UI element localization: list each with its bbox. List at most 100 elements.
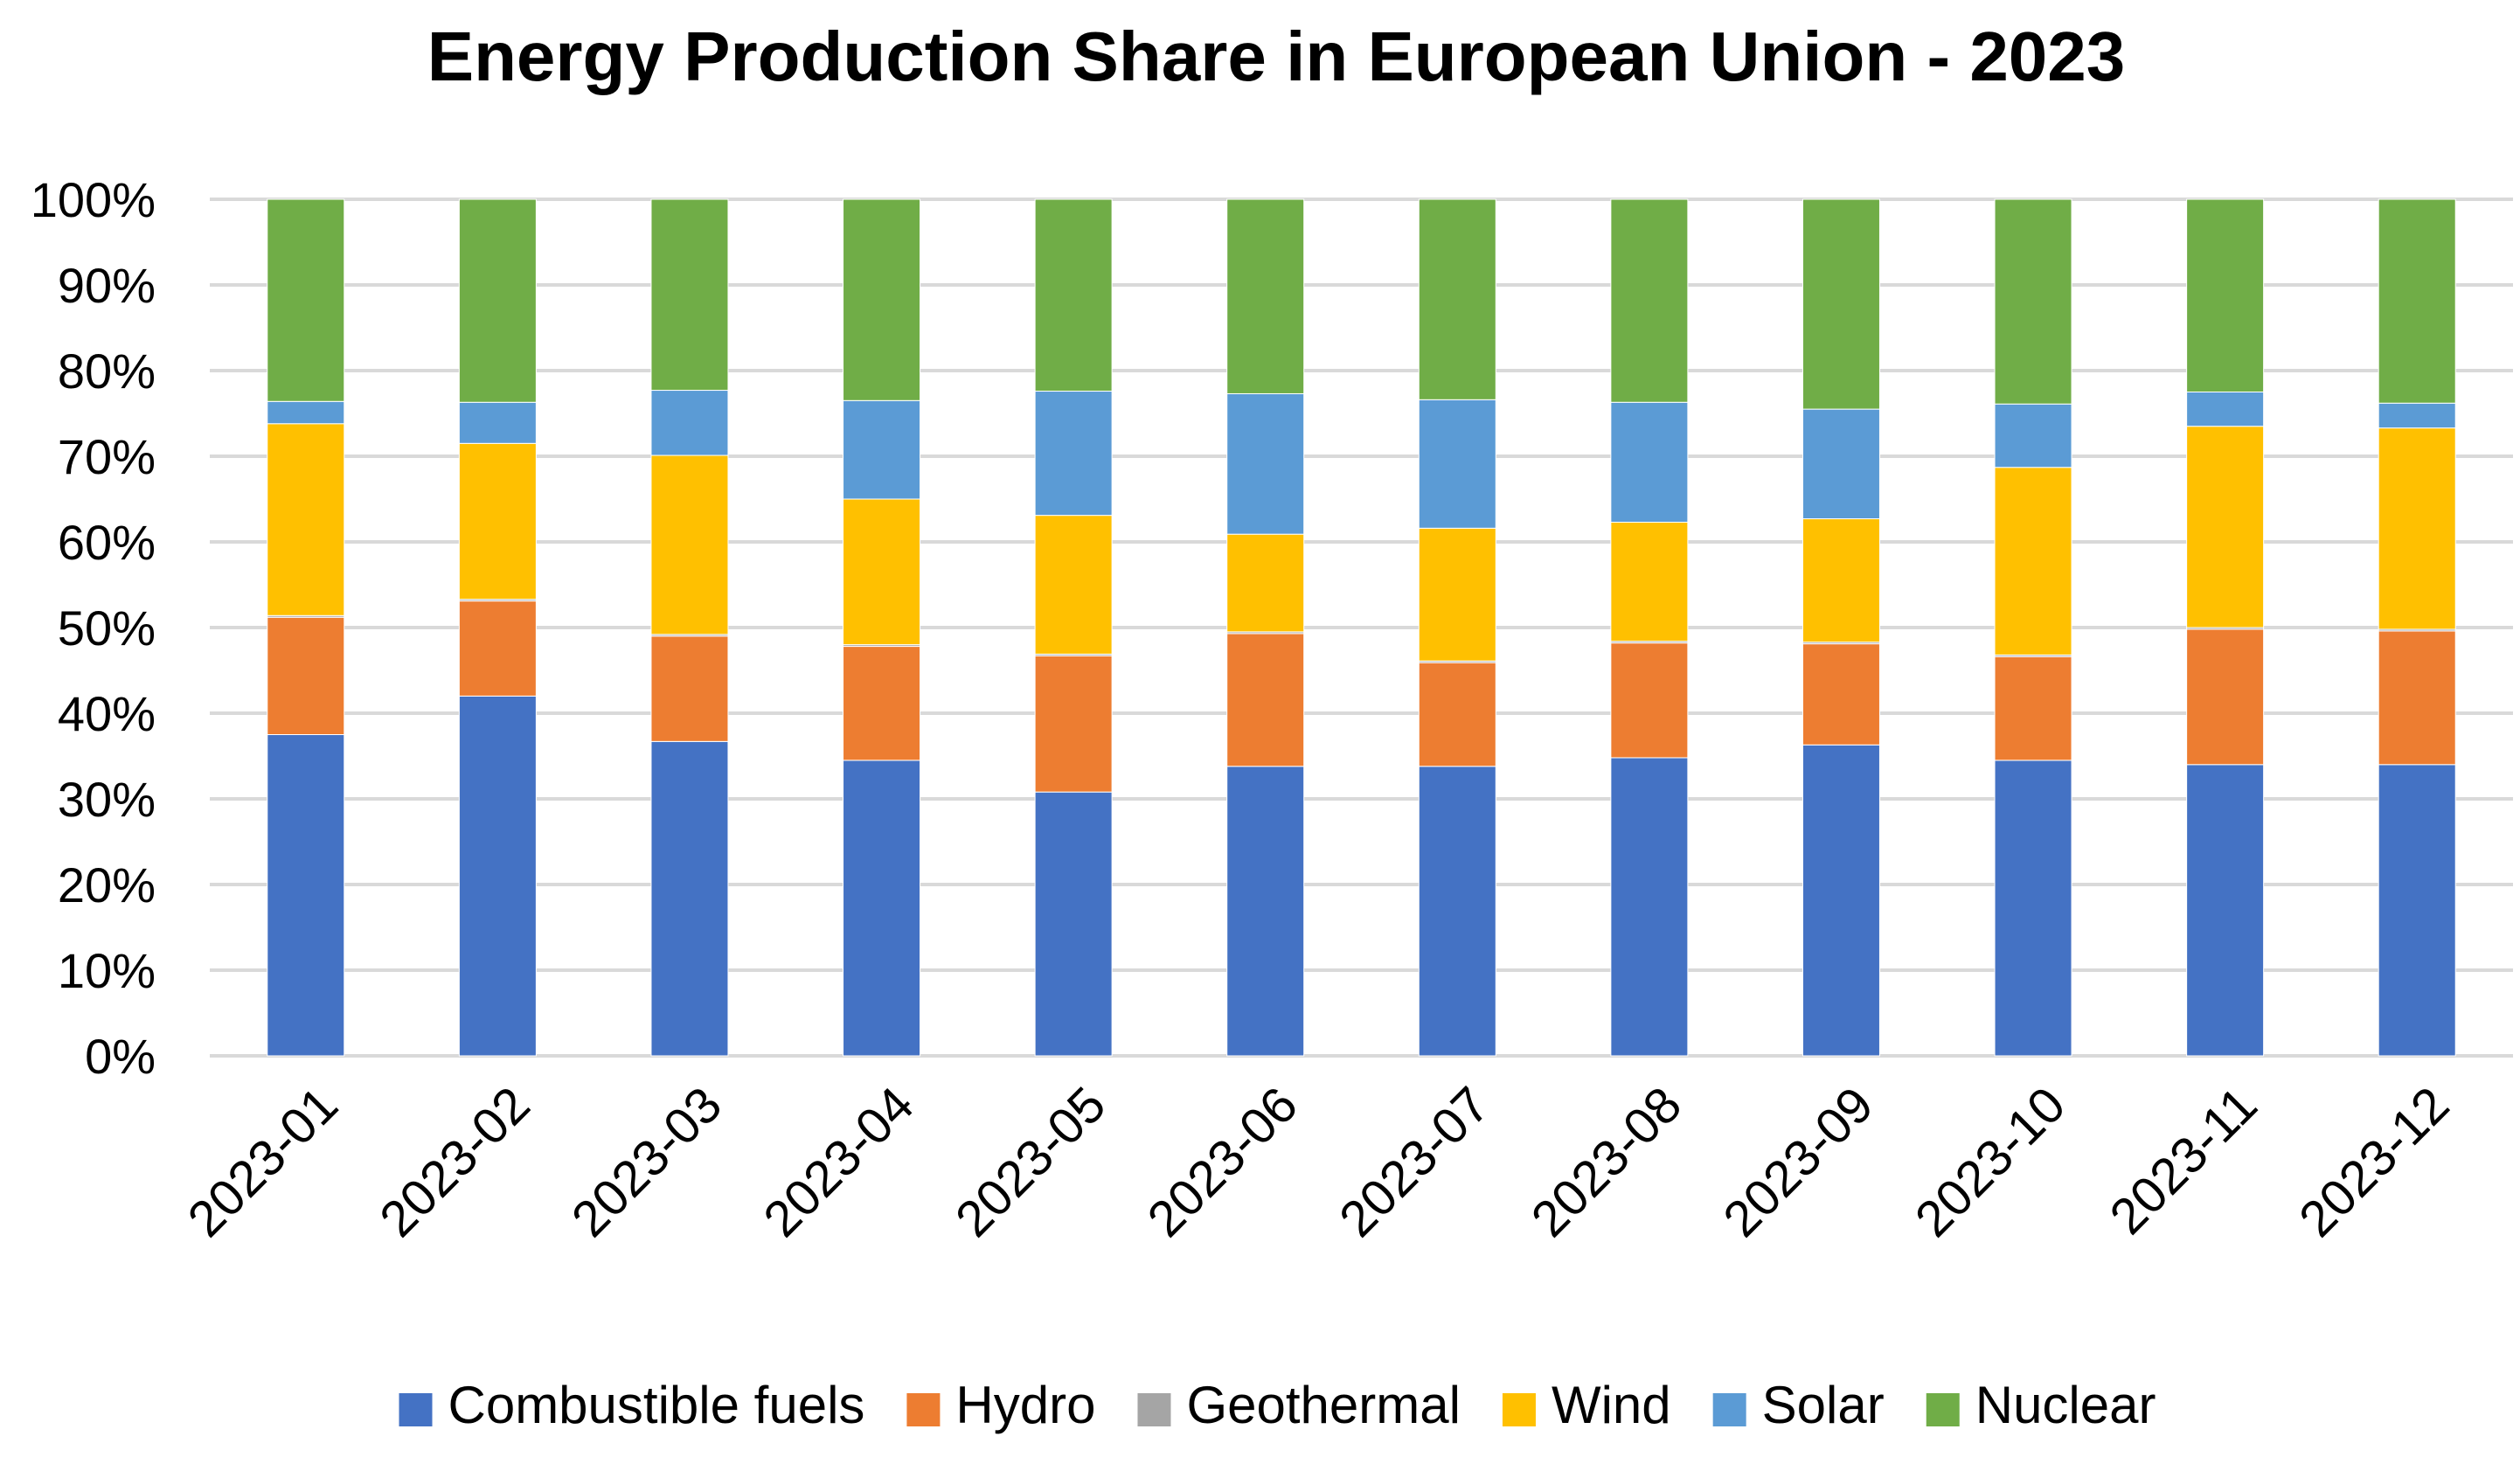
bar-segment-nuclear xyxy=(1610,198,1689,403)
bar-segment-hydro xyxy=(1801,643,1880,746)
bar-segment-nuclear xyxy=(650,198,729,392)
bar-segment-combustible-fuels xyxy=(1034,791,1113,1057)
x-tick-label: 2023-03 xyxy=(561,1076,732,1247)
bar-segment-combustible-fuels xyxy=(458,695,537,1057)
x-tick-label: 2023-08 xyxy=(1521,1076,1692,1247)
bar-stack-2023-11 xyxy=(2186,198,2265,1057)
bar-segment-solar xyxy=(1226,392,1305,535)
legend-item: Nuclear xyxy=(1926,1376,2156,1434)
bar-stack-2023-08 xyxy=(1610,198,1689,1057)
bar-segment-nuclear xyxy=(2378,198,2456,404)
bar-segment-combustible-fuels xyxy=(650,740,729,1057)
bar-segment-solar xyxy=(2378,402,2456,429)
bar-segment-wind xyxy=(1994,467,2072,656)
legend-swatch xyxy=(1502,1393,1536,1426)
bar-segment-hydro xyxy=(2378,630,2456,766)
y-tick-label: 10% xyxy=(58,943,156,998)
y-tick-label: 80% xyxy=(58,343,156,399)
bar-segment-hydro xyxy=(1418,662,1496,767)
bar-stack-2023-03 xyxy=(650,198,729,1057)
bar-segment-hydro xyxy=(1610,642,1689,759)
y-tick-label: 90% xyxy=(58,258,156,313)
bar-segment-wind xyxy=(1801,518,1880,643)
bar-stack-2023-01 xyxy=(267,198,345,1057)
legend-swatch xyxy=(1712,1393,1746,1426)
bar-segment-combustible-fuels xyxy=(267,734,345,1057)
y-tick-label: 70% xyxy=(58,429,156,484)
bar-segment-nuclear xyxy=(1418,198,1496,400)
bar-stack-2023-02 xyxy=(458,198,537,1057)
x-tick-label: 2023-11 xyxy=(2099,1076,2267,1245)
bar-segment-nuclear xyxy=(267,198,345,402)
legend-label: Combustible fuels xyxy=(448,1376,865,1434)
y-axis-tick-labels: 0% 10% 20% 30% 40% 50% 60% 70% 80% 90% 100% xyxy=(31,172,156,1084)
bar-segment-nuclear xyxy=(843,198,921,401)
bar-segment-solar xyxy=(1801,408,1880,520)
x-tick-label: 2023-12 xyxy=(2288,1076,2460,1247)
y-tick-label: 0% xyxy=(85,1029,156,1084)
bar-segment-solar xyxy=(650,390,729,456)
bar-stack-2023-06 xyxy=(1226,198,1305,1057)
chart-title: Energy Production Share in European Unio… xyxy=(427,17,2126,95)
gridlines xyxy=(210,198,2513,1058)
bar-segment-hydro xyxy=(267,616,345,735)
bar-segment-solar xyxy=(1418,399,1496,529)
legend-swatch xyxy=(906,1393,941,1426)
x-tick-label: 2023-02 xyxy=(369,1076,540,1247)
x-tick-label: 2023-07 xyxy=(1329,1076,1500,1247)
y-tick-label: 20% xyxy=(58,857,156,912)
x-tick-label: 2023-09 xyxy=(1712,1076,1884,1247)
x-tick-label: 2023-04 xyxy=(753,1076,924,1247)
bar-segment-wind xyxy=(1610,521,1689,642)
bar-segment-hydro xyxy=(458,600,537,697)
bar-segment-solar xyxy=(1994,403,2072,468)
bar-segment-wind xyxy=(1034,515,1113,655)
y-tick-label: 30% xyxy=(58,772,156,827)
bar-segment-combustible-fuels xyxy=(1418,766,1496,1057)
bar-segment-nuclear xyxy=(2186,198,2265,392)
bar-segment-wind xyxy=(2378,427,2456,630)
bar-segment-wind xyxy=(2186,426,2265,628)
bar-segment-wind xyxy=(267,423,345,616)
bar-segment-nuclear xyxy=(1994,198,2072,405)
bar-stack-2023-12 xyxy=(2378,198,2456,1057)
legend-label: Nuclear xyxy=(1975,1376,2156,1434)
bar-segment-solar xyxy=(2186,392,2265,427)
bar-stack-2023-09 xyxy=(1801,198,1880,1057)
bar-segment-combustible-fuels xyxy=(1994,760,2072,1057)
legend-item: Solar xyxy=(1712,1376,1885,1434)
bar-segment-hydro xyxy=(843,646,921,761)
legend-swatch xyxy=(1137,1393,1171,1426)
bar-segment-solar xyxy=(267,400,345,425)
bar-segment-wind xyxy=(1418,527,1496,662)
bar-segment-solar xyxy=(458,401,537,444)
x-tick-label: 2023-01 xyxy=(177,1076,349,1247)
x-tick-label: 2023-10 xyxy=(1905,1076,2076,1247)
legend-item: Geothermal xyxy=(1137,1376,1461,1434)
bar-stack-2023-07 xyxy=(1418,198,1496,1057)
y-tick-label: 100% xyxy=(31,172,156,227)
bar-segment-wind xyxy=(650,454,729,635)
bar-segment-nuclear xyxy=(1034,198,1113,392)
y-tick-label: 50% xyxy=(58,600,156,656)
bar-segment-hydro xyxy=(1994,656,2072,761)
legend-item: Hydro xyxy=(906,1376,1095,1434)
x-tick-label: 2023-05 xyxy=(945,1076,1116,1247)
legend: Combustible fuels Hydro Geothermal Wind Sola… xyxy=(399,1376,2156,1434)
bar-segment-combustible-fuels xyxy=(1610,757,1689,1057)
bar-segment-nuclear xyxy=(458,198,537,403)
legend-label: Solar xyxy=(1762,1376,1885,1434)
legend-item: Combustible fuels xyxy=(399,1376,865,1434)
bar-segment-combustible-fuels xyxy=(843,760,921,1057)
bar-segment-solar xyxy=(843,399,921,500)
bar-segment-hydro xyxy=(2186,628,2265,766)
bar-segment-solar xyxy=(1034,391,1113,517)
bar-segment-combustible-fuels xyxy=(1226,766,1305,1057)
y-tick-label: 40% xyxy=(58,686,156,741)
bar-segment-wind xyxy=(1226,533,1305,633)
legend-item: Wind xyxy=(1502,1376,1671,1434)
legend-swatch xyxy=(1926,1393,1960,1426)
y-tick-label: 60% xyxy=(58,515,156,570)
